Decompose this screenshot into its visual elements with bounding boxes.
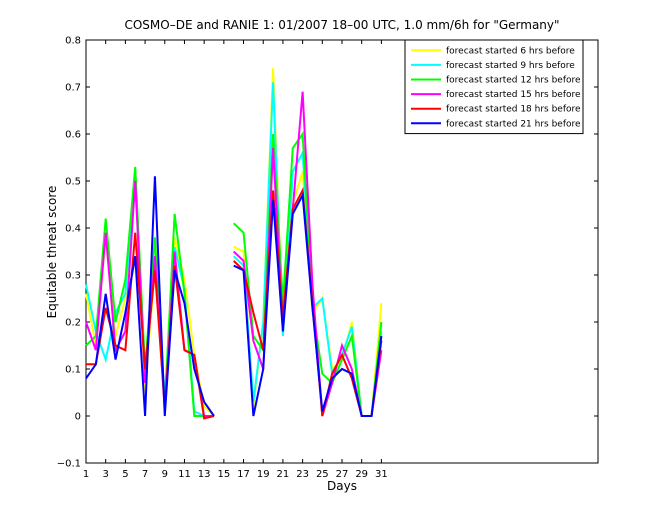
x-tick-label: 5 [122,469,128,480]
y-tick-label: 0 [75,412,81,423]
legend-label: forecast started 15 hrs before [446,90,581,100]
legend: forecast started 6 hrs before forecast st… [404,39,584,135]
legend-label: forecast started 9 hrs before [446,61,575,71]
y-tick-label: 0.3 [65,271,81,282]
y-axis: −0.1 0 0.1 0.2 0.3 0.4 0.5 0.6 0.7 0.8 [57,36,598,470]
x-tick-label: 9 [162,469,168,480]
y-axis-label: Equitable threat score [45,186,59,319]
x-tick-label: 15 [217,469,230,480]
x-tick-label: 11 [178,469,191,480]
x-tick-label: 21 [277,469,290,480]
x-tick-label: 19 [257,469,270,480]
x-axis-label: Days [327,479,357,493]
y-tick-label: 0.4 [65,224,81,235]
y-tick-label: 0.6 [65,130,81,141]
y-tick-label: −0.1 [57,459,81,470]
x-tick-label: 1 [83,469,89,480]
legend-box [404,39,584,135]
legend-label: forecast started 18 hrs before [446,105,581,115]
y-tick-label: 0.8 [65,36,81,47]
x-tick-label: 3 [103,469,109,480]
y-tick-label: 0.5 [65,177,81,188]
x-axis: 1 3 5 7 9 11 13 15 17 19 21 23 25 27 29 31 [83,40,388,480]
x-tick-label: 27 [336,469,349,480]
x-tick-label: 7 [142,469,148,480]
x-tick-label: 25 [316,469,329,480]
y-tick-label: 0.2 [65,318,81,329]
y-tick-label: 0.7 [65,83,81,94]
x-tick-label: 31 [375,469,388,480]
x-tick-label: 29 [355,469,368,480]
legend-label: forecast started 21 hrs before [446,119,581,129]
x-tick-label: 17 [237,469,250,480]
legend-label: forecast started 12 hrs before [446,76,581,86]
legend-label: forecast started 6 hrs before [446,46,575,56]
y-tick-label: 0.1 [65,365,81,376]
x-tick-label: 13 [198,469,211,480]
x-tick-label: 23 [296,469,309,480]
chart-title: COSMO–DE and RANIE 1: 01/2007 18–00 UTC,… [124,18,559,32]
series-lines [85,68,383,420]
series-line-5 [85,176,383,417]
